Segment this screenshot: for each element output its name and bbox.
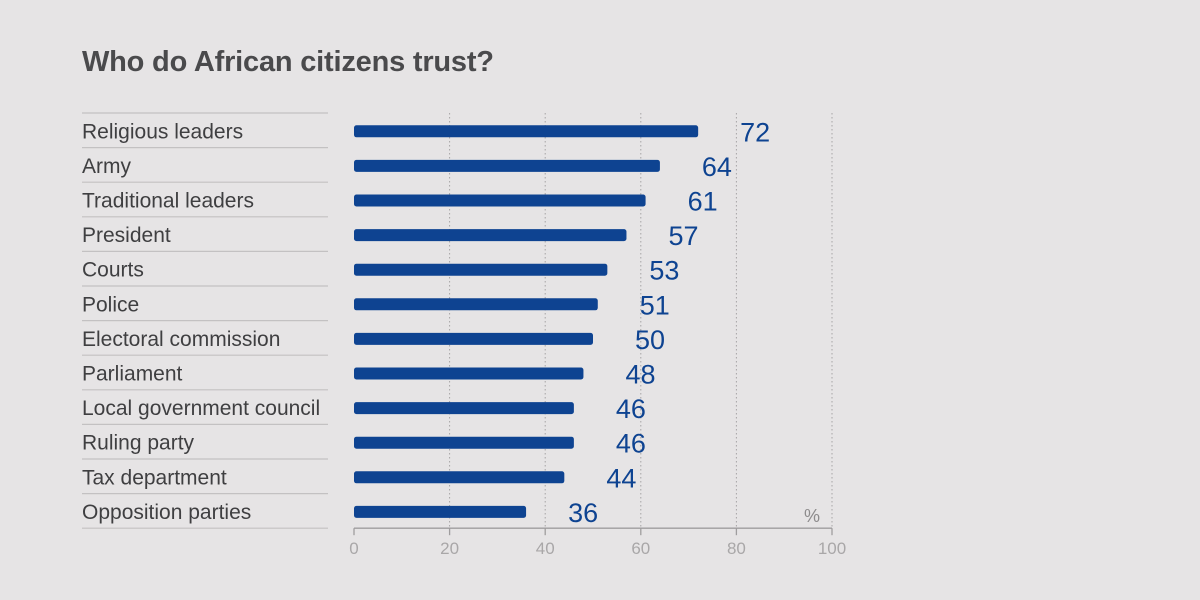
bar-row: Tax department 44	[82, 463, 636, 493]
bar-row: Electoral commission 50	[82, 325, 665, 355]
x-tick-label: 20	[440, 539, 459, 558]
category-label: Ruling party	[82, 432, 195, 455]
bar	[354, 194, 646, 207]
bar	[354, 125, 699, 138]
value-label: 53	[649, 256, 679, 286]
bar	[354, 367, 584, 380]
bar	[354, 471, 565, 484]
bar	[354, 332, 593, 345]
bar	[354, 263, 608, 276]
value-label: 61	[688, 187, 718, 217]
x-tick-label: 0	[349, 539, 358, 558]
bar-row: Local government council 46	[82, 394, 646, 424]
bar	[354, 402, 574, 415]
category-label: Electoral commission	[82, 328, 280, 351]
x-tick-label: 60	[631, 539, 650, 558]
bar-row: Religious leaders 72	[82, 117, 770, 147]
bar-row: Traditional leaders 61	[82, 187, 718, 217]
value-label: 50	[635, 325, 665, 355]
bar-row: Police 51	[82, 290, 670, 320]
value-label: 44	[606, 463, 636, 493]
x-axis: 0 20 40 60 80 100%	[349, 506, 846, 558]
value-label: 57	[668, 221, 698, 251]
bar	[354, 229, 627, 242]
x-tick-label: 40	[536, 539, 555, 558]
category-label: Courts	[82, 259, 144, 282]
category-label: Parliament	[82, 363, 183, 386]
bar-row: Opposition parties 36	[82, 498, 598, 528]
unit-label: %	[804, 506, 820, 526]
value-label: 46	[616, 429, 646, 459]
bar-row: President 57	[82, 221, 699, 251]
bar-row: Parliament 48	[82, 360, 655, 390]
value-label: 51	[640, 290, 670, 320]
category-rows: Religious leaders 72 Army 64 Traditional lea…	[82, 112, 770, 529]
bar	[354, 505, 527, 518]
bar	[354, 298, 598, 311]
category-label: Army	[82, 155, 131, 178]
value-label: 48	[625, 360, 655, 390]
category-label: Tax department	[82, 466, 227, 489]
bar-row: Army 64	[82, 152, 732, 182]
category-label: Religious leaders	[82, 120, 243, 143]
category-label: Local government council	[82, 397, 320, 420]
chart-title: Who do African citizens trust?	[82, 46, 494, 78]
x-tick-label: 100	[818, 539, 846, 558]
category-label: Police	[82, 293, 139, 316]
category-label: Traditional leaders	[82, 190, 254, 213]
value-label: 72	[740, 117, 770, 147]
value-label: 46	[616, 394, 646, 424]
category-label: Opposition parties	[82, 501, 251, 524]
value-label: 36	[568, 498, 598, 528]
bar	[354, 436, 574, 449]
value-label: 64	[702, 152, 732, 182]
bar	[354, 159, 660, 172]
gridlines	[449, 113, 833, 529]
bar-row: Courts 53	[82, 256, 679, 286]
category-label: President	[82, 224, 171, 247]
x-tick-label: 80	[727, 539, 746, 558]
bar-row: Ruling party 46	[82, 429, 646, 459]
